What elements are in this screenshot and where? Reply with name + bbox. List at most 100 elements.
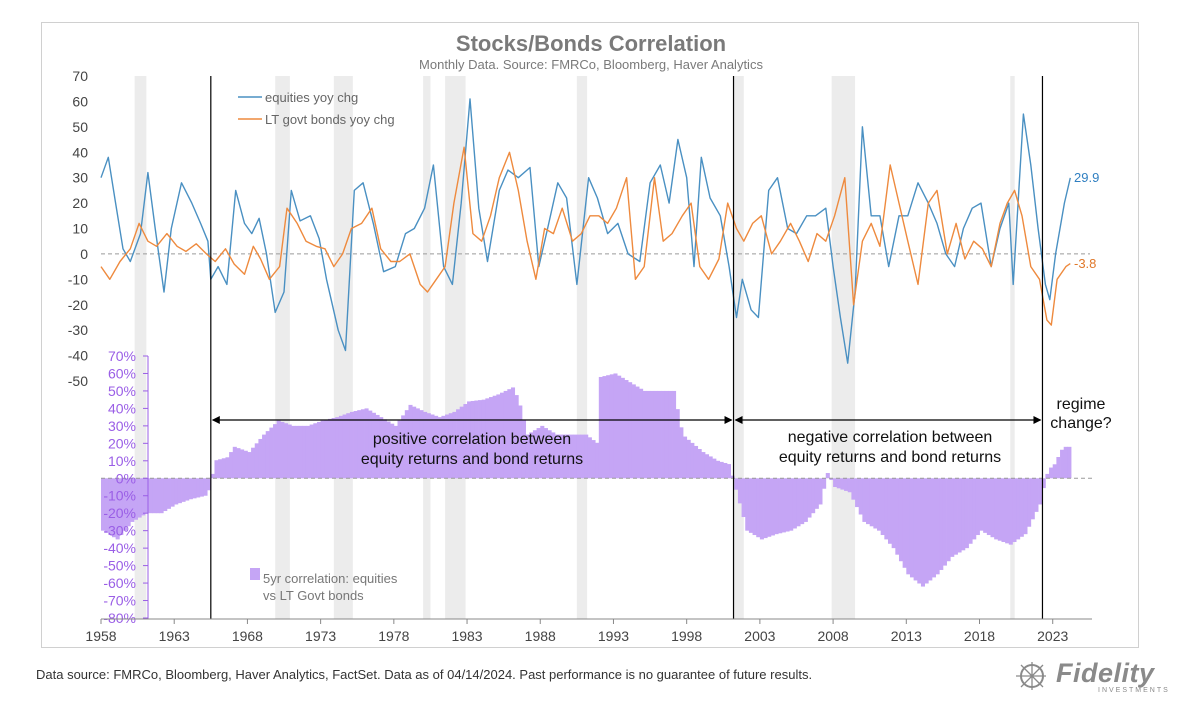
top-y-tick-label: 50 [72,119,88,135]
correlation-bar [276,420,281,479]
positive-regime-arrow-right-head [724,416,733,424]
correlation-bar [1038,478,1043,505]
correlation-bar [675,409,680,479]
fidelity-logo-icon [1016,662,1046,690]
correlation-bar [785,478,790,532]
legend-bonds-label: LT govt bonds yoy chg [265,112,395,127]
correlation-bar [807,478,812,518]
correlation-bar [247,452,252,479]
correlation-bar [646,390,651,479]
legend-correlation-label-2: vs LT Govt bonds [263,588,364,603]
correlation-bar [690,442,695,479]
correlation-bar [631,384,636,479]
top-y-tick-label: 30 [72,170,88,186]
correlation-bar [887,478,893,544]
correlation-bar [975,478,980,536]
bottom-y-tick-label: -20% [103,505,136,521]
x-tick-label: 1968 [232,628,263,644]
correlation-bar [430,414,435,479]
correlation-bar [840,478,845,490]
bottom-y-tick-label: 0% [116,470,136,486]
correlation-bar [1052,464,1057,479]
correlation-bar [741,478,746,518]
x-tick-label: 1993 [598,628,629,644]
correlation-bar [357,410,362,479]
correlation-bar [214,460,219,479]
correlation-bar [503,390,508,479]
top-y-tick-label: -20 [68,297,88,313]
recession-band-0 [134,76,147,619]
recession-band-5 [576,76,588,619]
correlation-bar [704,454,710,479]
top-y-tick-label: 10 [72,221,88,237]
correlation-bar [584,434,589,479]
correlation-bar [445,414,450,479]
correlation-bar [133,478,139,520]
correlation-bar [331,418,336,479]
correlation-bar [851,478,856,500]
correlation-bar [543,428,548,479]
correlation-bar [408,404,413,479]
correlation-bar [499,392,505,479]
correlation-bar [752,478,757,536]
bottom-y-tick-label: -80% [103,610,136,626]
x-tick-label: 2018 [964,628,995,644]
correlation-bar [265,431,270,479]
x-tick-label: 1963 [159,628,190,644]
top-y-tick-label: 40 [72,144,88,160]
correlation-bar [1030,478,1035,520]
correlation-bar [1034,478,1039,512]
correlation-bar [470,400,475,479]
correlation-bar [390,423,395,479]
correlation-bar [375,414,380,479]
correlation-bar [909,478,915,578]
correlation-bar [898,478,904,562]
correlation-bar [412,406,417,479]
correlation-bar [558,434,563,479]
top-y-tick-label: 70 [72,68,88,84]
correlation-bar [313,423,318,479]
correlation-bar [873,478,878,529]
correlation-bar [1067,446,1072,479]
correlation-bar [983,478,988,533]
correlation-bar [536,428,541,479]
correlation-bar [221,458,226,479]
correlation-bar [836,478,841,489]
bottom-y-tick-label: -40% [103,540,136,556]
correlation-bar [587,437,592,479]
correlation-bar [803,478,808,522]
correlation-bar [620,377,625,479]
correlation-bar [316,421,322,479]
correlation-bar [913,478,918,581]
correlation-bar [1016,478,1021,540]
correlation-bar [507,389,512,479]
correlation-bar [243,450,248,479]
equities-series-line [100,98,1071,364]
correlation-bar [569,434,574,479]
fidelity-logo-word: Fidelity [1056,658,1155,688]
correlation-bar [346,413,351,479]
correlation-bar [961,478,966,551]
correlation-bar [163,478,168,512]
yoy-lines [100,98,1071,364]
correlation-bar [177,478,182,504]
correlation-bar [382,419,387,479]
correlation-bar [693,445,699,479]
correlation-bar [708,456,713,479]
bottom-y-tick-label: 70% [108,348,136,364]
bottom-y-tick-label: 10% [108,453,136,469]
fidelity-logo-sub: INVESTMENTS [1098,687,1170,694]
correlation-bar [551,432,556,479]
top-y-tick-label: -30 [68,322,88,338]
correlation-bar [1027,478,1032,527]
correlation-bar [719,461,724,479]
correlation-bar [521,420,527,479]
correlation-bar [642,390,647,479]
correlation-bar [489,397,494,479]
correlation-bar [364,408,369,479]
correlation-bar [130,478,135,522]
correlation-bar [697,449,702,479]
correlation-bar [159,478,164,514]
correlation-bar [349,411,354,479]
correlation-bar [404,410,409,479]
